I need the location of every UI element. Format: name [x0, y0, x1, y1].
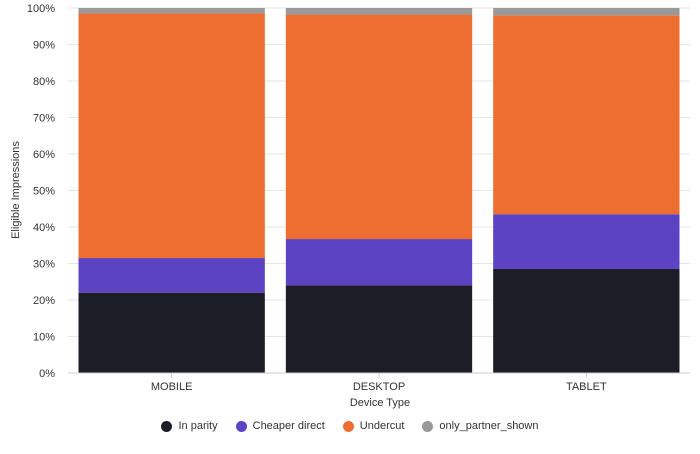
y-tick-label: 10%	[33, 332, 55, 344]
x-axis-title: Device Type	[350, 397, 410, 409]
x-tick-label: DESKTOP	[353, 381, 405, 393]
bar-segment-desktop-only-partner-shown[interactable]	[285, 8, 473, 15]
bar-segment-desktop-cheaper-direct[interactable]	[285, 239, 473, 286]
y-tick-label: 40%	[33, 222, 55, 234]
legend: In parity Cheaper direct Undercut only_part…	[0, 420, 700, 432]
legend-item[interactable]: In parity	[161, 420, 218, 432]
y-tick-label: 90%	[33, 40, 55, 52]
y-axis-title: Eligible Impressions	[10, 141, 22, 239]
legend-label: In parity	[178, 420, 218, 432]
bar-segment-tablet-cheaper-direct[interactable]	[493, 214, 680, 269]
legend-swatch	[422, 420, 434, 432]
legend-swatch	[342, 420, 354, 432]
bar-segment-desktop-undercut[interactable]	[285, 14, 473, 240]
bars	[78, 8, 680, 373]
legend-label: Undercut	[359, 420, 405, 432]
axes: 0% 10% 20% 30% 40% 50% 60% 70% 80% 90% 100% MOBILE D…	[27, 3, 690, 393]
y-tick-label: 60%	[33, 149, 55, 161]
bar-segment-desktop-in-parity[interactable]	[285, 285, 473, 373]
x-tick-label: MOBILE	[151, 381, 193, 393]
legend-swatch	[235, 420, 247, 432]
bar-segment-mobile-undercut[interactable]	[78, 13, 265, 259]
legend-label: only_partner_shown	[439, 420, 539, 432]
y-tick-label: 50%	[33, 186, 55, 198]
x-tick-label: TABLET	[566, 381, 607, 393]
y-tick-label: 20%	[33, 295, 55, 307]
y-tick-label: 80%	[33, 76, 55, 88]
legend-label: Cheaper direct	[252, 420, 325, 432]
bar-segment-mobile-in-parity[interactable]	[78, 292, 265, 373]
bar-segment-tablet-in-parity[interactable]	[493, 268, 680, 373]
legend-item[interactable]: Undercut	[342, 420, 405, 432]
legend-swatch	[161, 420, 173, 432]
bar-segment-tablet-only-partner-shown[interactable]	[493, 8, 680, 16]
legend-item[interactable]: only_partner_shown	[422, 420, 539, 432]
bar-segment-mobile-only-partner-shown[interactable]	[78, 8, 265, 14]
bar-segment-tablet-undercut[interactable]	[493, 15, 680, 215]
y-tick-label: 100%	[27, 3, 55, 15]
y-tick-label: 70%	[33, 113, 55, 125]
legend-item[interactable]: Cheaper direct	[235, 420, 325, 432]
y-tick-label: 0%	[39, 368, 55, 380]
y-tick-label: 30%	[33, 259, 55, 271]
bar-segment-mobile-cheaper-direct[interactable]	[78, 258, 265, 293]
stacked-bar-chart: 0% 10% 20% 30% 40% 50% 60% 70% 80% 90% 100% MOBILE D…	[10, 3, 690, 409]
